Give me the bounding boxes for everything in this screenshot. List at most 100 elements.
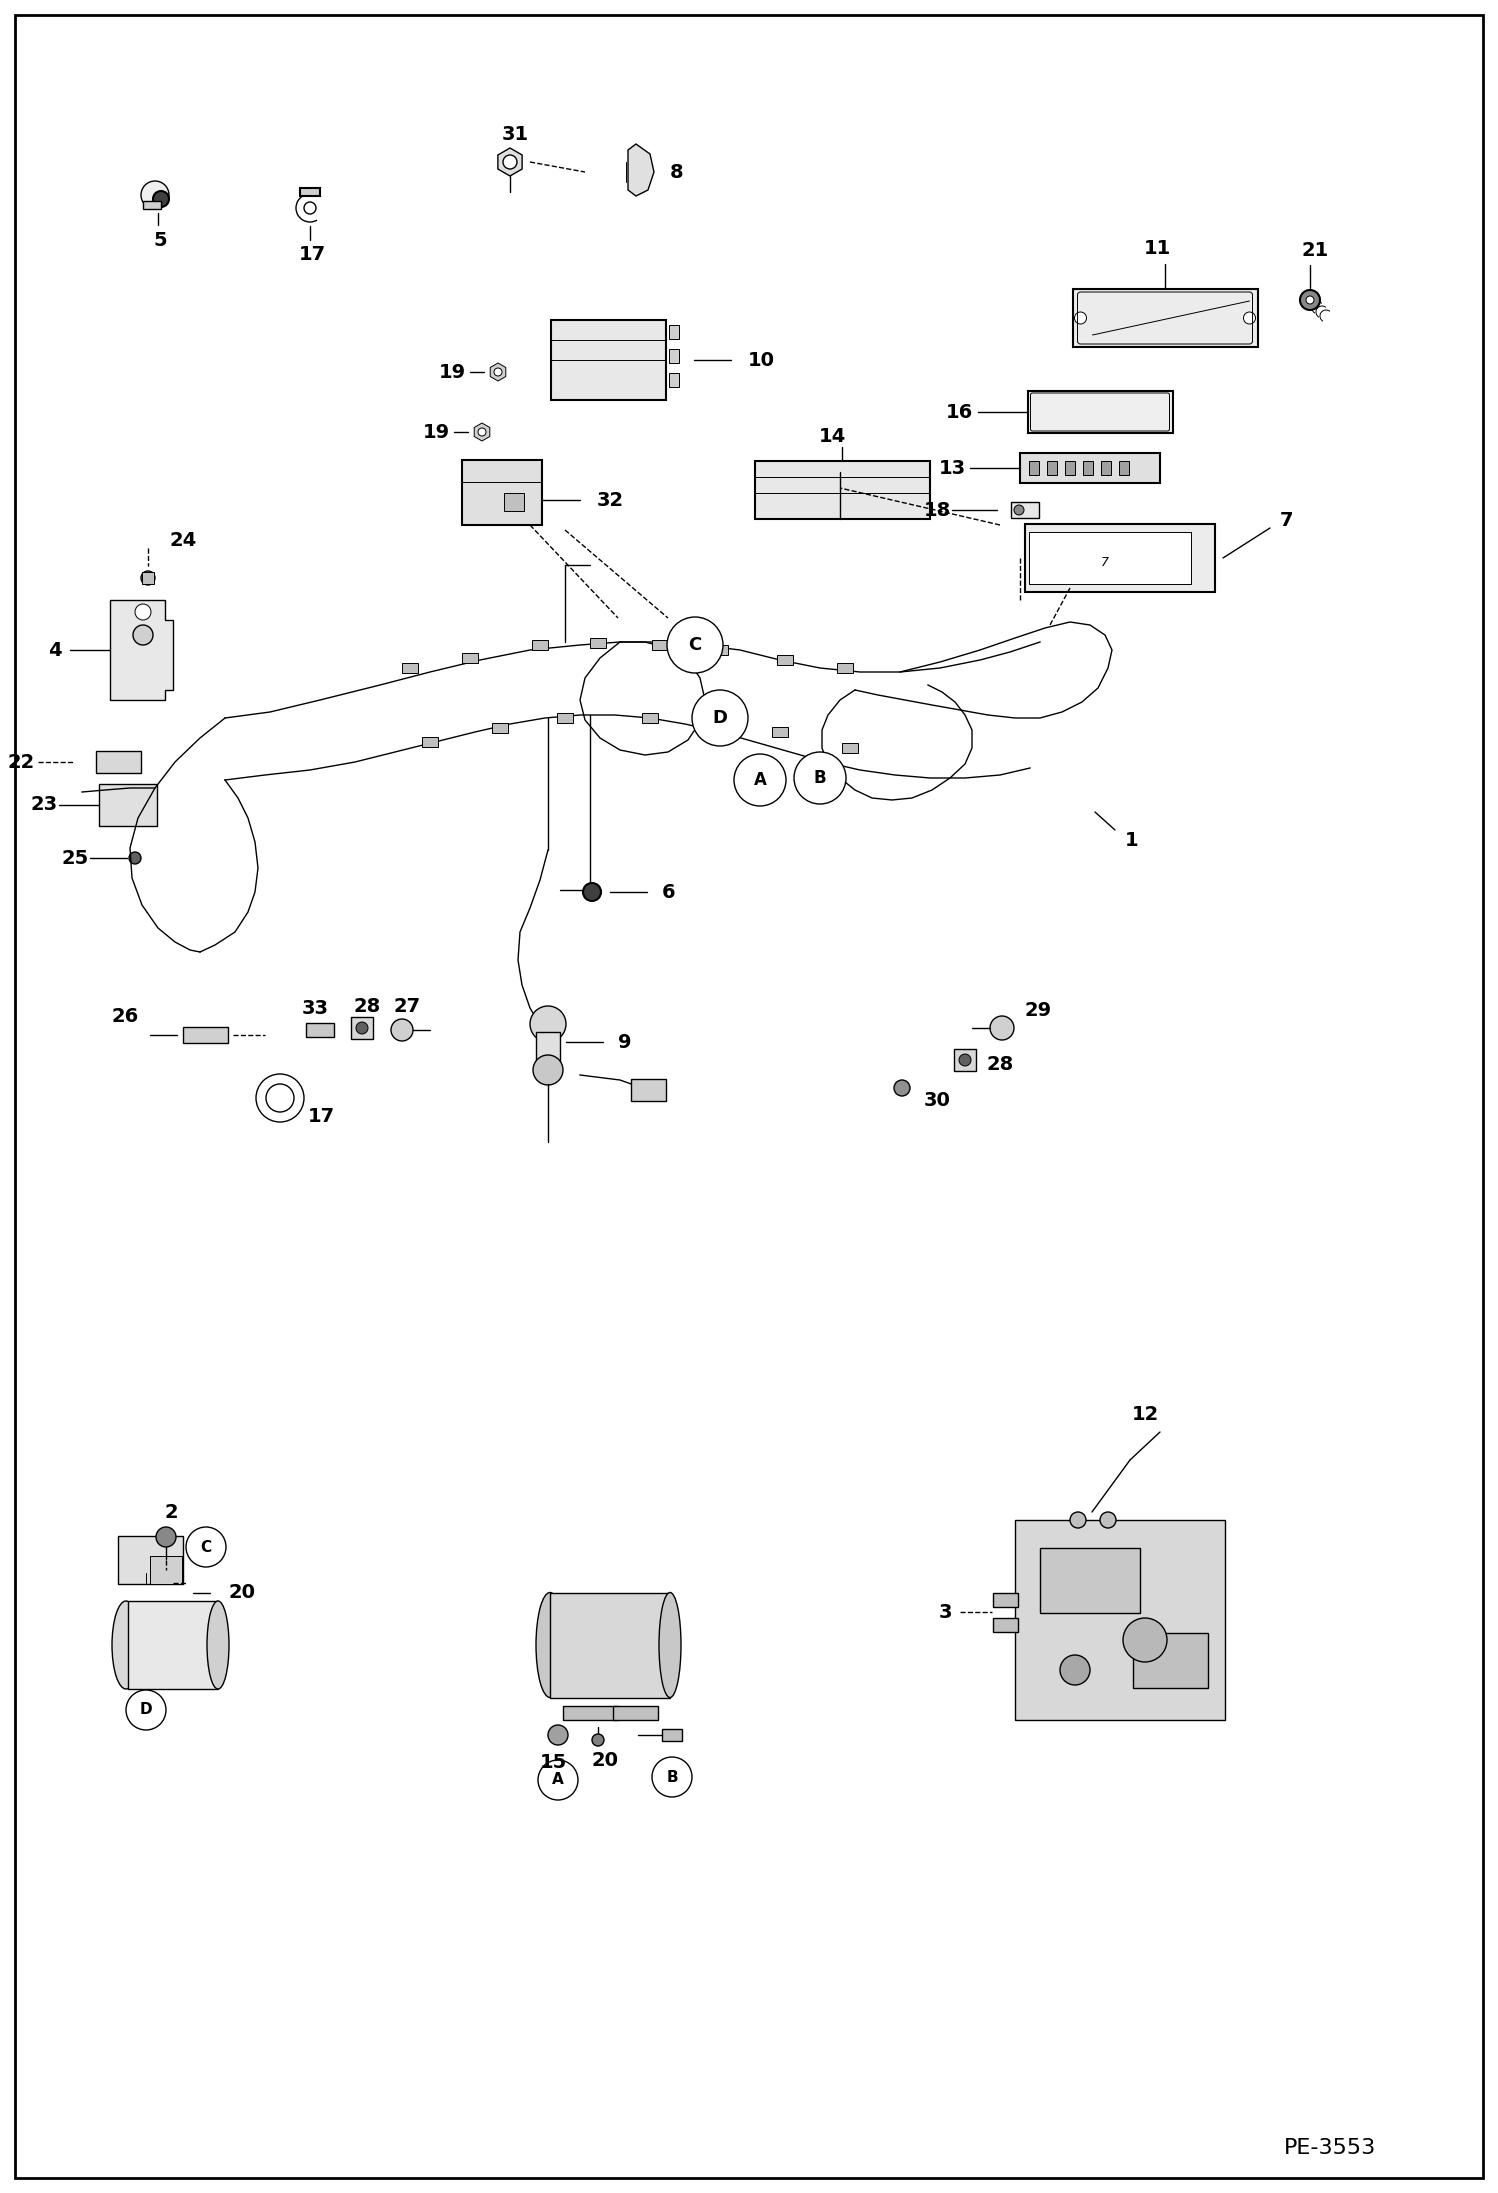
Bar — [662, 1728, 682, 1741]
Ellipse shape — [207, 1601, 229, 1689]
Bar — [99, 785, 157, 827]
Bar — [1132, 1632, 1207, 1686]
Bar — [127, 1601, 219, 1689]
Text: 15: 15 — [539, 1754, 566, 1772]
Bar — [1016, 1520, 1225, 1719]
Bar — [777, 656, 792, 664]
Circle shape — [1061, 1656, 1091, 1684]
Circle shape — [391, 1020, 413, 1042]
Circle shape — [1243, 311, 1255, 325]
Text: 3: 3 — [938, 1603, 951, 1621]
Text: 14: 14 — [818, 425, 846, 445]
Bar — [142, 572, 154, 583]
Text: 18: 18 — [923, 500, 951, 520]
Text: 24: 24 — [169, 531, 196, 550]
Text: D: D — [713, 708, 728, 728]
Text: 23: 23 — [30, 796, 57, 814]
Bar — [771, 728, 788, 737]
Text: 25: 25 — [61, 849, 88, 868]
Bar — [668, 349, 679, 364]
Circle shape — [667, 616, 724, 673]
Text: 12: 12 — [1131, 1406, 1158, 1425]
Polygon shape — [475, 423, 490, 441]
Bar — [1011, 502, 1040, 518]
Polygon shape — [109, 601, 172, 700]
Circle shape — [494, 368, 502, 375]
Bar — [96, 750, 141, 772]
Bar — [150, 1557, 181, 1583]
Ellipse shape — [112, 1601, 139, 1689]
Circle shape — [533, 1055, 563, 1086]
Bar — [1065, 461, 1076, 476]
Bar — [1119, 461, 1129, 476]
Bar — [1028, 390, 1173, 432]
Text: 2: 2 — [165, 1502, 178, 1522]
Text: 19: 19 — [422, 423, 449, 441]
Circle shape — [1300, 289, 1320, 309]
Bar — [1101, 461, 1112, 476]
Circle shape — [538, 1761, 578, 1800]
Text: 8: 8 — [670, 162, 683, 182]
Ellipse shape — [659, 1592, 682, 1697]
Text: 28: 28 — [987, 1055, 1014, 1075]
Bar — [550, 320, 665, 399]
Circle shape — [583, 884, 601, 901]
Bar — [503, 493, 524, 511]
Bar — [1040, 1548, 1140, 1612]
Bar — [183, 1026, 228, 1044]
Circle shape — [126, 1691, 166, 1730]
Circle shape — [1306, 296, 1314, 305]
Bar — [351, 1018, 373, 1039]
Text: 11: 11 — [1143, 239, 1170, 259]
Circle shape — [1070, 1511, 1086, 1529]
Circle shape — [1100, 1511, 1116, 1529]
Circle shape — [503, 156, 517, 169]
Circle shape — [478, 428, 485, 436]
Bar — [1025, 524, 1215, 592]
Circle shape — [959, 1055, 971, 1066]
Bar — [532, 640, 548, 649]
Circle shape — [990, 1015, 1014, 1039]
Bar — [1083, 461, 1094, 476]
Text: C: C — [689, 636, 701, 654]
Circle shape — [357, 1022, 369, 1035]
Text: 31: 31 — [502, 125, 529, 143]
Text: 16: 16 — [945, 404, 974, 421]
Text: 5: 5 — [153, 230, 166, 250]
Text: D: D — [139, 1702, 153, 1717]
Bar — [755, 461, 929, 520]
Bar — [461, 654, 478, 662]
Bar — [300, 189, 321, 195]
Bar — [668, 325, 679, 340]
Text: 19: 19 — [439, 362, 466, 382]
Bar — [422, 737, 437, 748]
Circle shape — [186, 1526, 226, 1568]
Text: 10: 10 — [748, 351, 774, 368]
Text: 29: 29 — [1025, 1000, 1052, 1020]
Circle shape — [141, 570, 154, 586]
Text: 20: 20 — [592, 1750, 619, 1770]
Bar — [563, 1706, 617, 1719]
Text: A: A — [753, 772, 767, 789]
Bar — [550, 1592, 670, 1697]
Text: PE-3553: PE-3553 — [1284, 2138, 1377, 2158]
Polygon shape — [490, 364, 506, 382]
Bar — [954, 1048, 977, 1070]
Circle shape — [1014, 504, 1025, 515]
Circle shape — [734, 754, 786, 807]
Circle shape — [548, 1726, 568, 1746]
Polygon shape — [628, 145, 655, 195]
Circle shape — [894, 1079, 909, 1096]
Text: 4: 4 — [48, 640, 61, 660]
Text: 7: 7 — [1101, 557, 1109, 570]
Bar — [1029, 461, 1040, 476]
Circle shape — [135, 603, 151, 621]
Text: 27: 27 — [394, 996, 421, 1015]
Text: 22: 22 — [7, 752, 34, 772]
Bar — [842, 743, 858, 752]
Bar — [837, 662, 852, 673]
Circle shape — [794, 752, 846, 805]
Text: B: B — [813, 770, 827, 787]
Bar — [1047, 461, 1058, 476]
Text: 21: 21 — [1302, 241, 1329, 259]
